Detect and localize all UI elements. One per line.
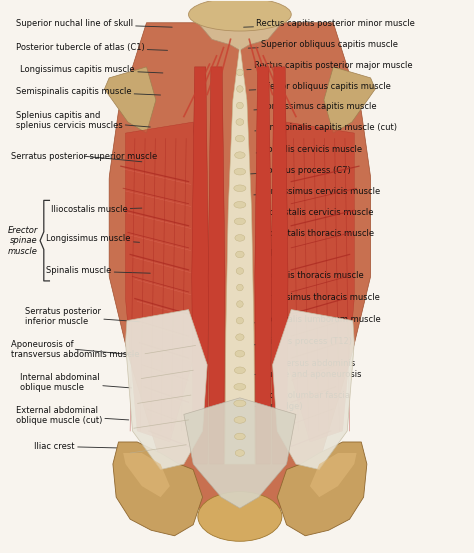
Text: Iliac crest: Iliac crest xyxy=(35,442,146,451)
Text: Thoracolumbar fascia
(cut edge): Thoracolumbar fascia (cut edge) xyxy=(253,392,350,411)
Polygon shape xyxy=(310,453,356,497)
Ellipse shape xyxy=(234,400,246,406)
Text: Longissimus capitis muscle: Longissimus capitis muscle xyxy=(254,102,377,111)
Ellipse shape xyxy=(234,168,246,175)
Text: Hook: Hook xyxy=(262,249,287,258)
Text: Posterior tubercle of atlas (C1): Posterior tubercle of atlas (C1) xyxy=(16,43,167,51)
Ellipse shape xyxy=(237,284,243,291)
Text: Iliocostalis lumborum muscle: Iliocostalis lumborum muscle xyxy=(255,315,380,324)
Text: Serratus posterior superior muscle: Serratus posterior superior muscle xyxy=(11,152,157,162)
Text: Spinous process (C7): Spinous process (C7) xyxy=(250,166,351,175)
Ellipse shape xyxy=(235,450,245,456)
Text: Longissimus cervicis muscle: Longissimus cervicis muscle xyxy=(254,187,380,196)
Ellipse shape xyxy=(236,268,244,274)
Text: Aponeurosis of
transversus abdominis muscle: Aponeurosis of transversus abdominis mus… xyxy=(11,340,140,359)
Text: Rectus capitis posterior minor muscle: Rectus capitis posterior minor muscle xyxy=(244,19,415,28)
Text: Superior nuchal line of skull: Superior nuchal line of skull xyxy=(16,19,172,28)
Ellipse shape xyxy=(236,119,244,126)
Text: Splenius capitis and
splenius cervicis muscles: Splenius capitis and splenius cervicis m… xyxy=(16,111,150,130)
Text: Iliocostalis cervicis muscle: Iliocostalis cervicis muscle xyxy=(257,208,374,217)
Text: Superior obliquus capitis muscle: Superior obliquus capitis muscle xyxy=(248,40,398,49)
Text: Rectus capitis posterior major muscle: Rectus capitis posterior major muscle xyxy=(247,61,412,70)
Ellipse shape xyxy=(236,251,244,258)
Text: Internal abdominal
oblique muscle: Internal abdominal oblique muscle xyxy=(20,373,132,392)
Polygon shape xyxy=(271,67,288,464)
Polygon shape xyxy=(109,23,371,508)
Ellipse shape xyxy=(189,0,291,31)
Polygon shape xyxy=(123,453,170,497)
Text: Longissimus muscle: Longissimus muscle xyxy=(46,234,139,243)
Text: Spinalis muscle: Spinalis muscle xyxy=(46,267,150,275)
Ellipse shape xyxy=(235,152,245,159)
Ellipse shape xyxy=(235,351,245,357)
Text: Spinous process (T12): Spinous process (T12) xyxy=(252,337,353,346)
Polygon shape xyxy=(193,17,287,50)
Ellipse shape xyxy=(237,301,243,307)
Ellipse shape xyxy=(234,218,246,225)
Text: Spinalis cervicis muscle: Spinalis cervicis muscle xyxy=(256,145,363,154)
Ellipse shape xyxy=(235,433,245,440)
Ellipse shape xyxy=(234,416,246,423)
Polygon shape xyxy=(104,67,156,133)
Text: External abdominal
oblique muscle (cut): External abdominal oblique muscle (cut) xyxy=(16,406,129,425)
Text: Inferior obliquus capitis muscle: Inferior obliquus capitis muscle xyxy=(249,82,391,91)
Ellipse shape xyxy=(237,69,243,76)
Text: Transversus abdominis
muscle and aponeurosis: Transversus abdominis muscle and aponeur… xyxy=(253,359,361,379)
Polygon shape xyxy=(277,122,354,442)
Ellipse shape xyxy=(234,185,246,191)
Ellipse shape xyxy=(236,334,244,341)
Polygon shape xyxy=(273,310,354,469)
Text: Erector
spinae
muscle: Erector spinae muscle xyxy=(8,226,38,255)
Ellipse shape xyxy=(235,135,245,142)
Ellipse shape xyxy=(198,492,282,541)
Polygon shape xyxy=(192,67,209,464)
Ellipse shape xyxy=(234,367,246,374)
Text: Serratus posterior
inferior muscle: Serratus posterior inferior muscle xyxy=(25,306,139,326)
Polygon shape xyxy=(126,122,202,442)
Ellipse shape xyxy=(237,86,243,92)
Polygon shape xyxy=(255,67,272,464)
Text: Semispinalis capitis muscle: Semispinalis capitis muscle xyxy=(16,87,161,96)
Polygon shape xyxy=(126,310,207,469)
Polygon shape xyxy=(113,442,202,536)
Text: Iliocostalis muscle: Iliocostalis muscle xyxy=(51,205,142,214)
Polygon shape xyxy=(184,398,296,508)
Polygon shape xyxy=(225,45,255,464)
Text: Longissimus thoracis muscle: Longissimus thoracis muscle xyxy=(256,293,380,302)
Text: Longissimus capitis muscle: Longissimus capitis muscle xyxy=(20,65,163,74)
Polygon shape xyxy=(208,67,225,464)
Ellipse shape xyxy=(235,234,245,241)
Polygon shape xyxy=(324,67,375,133)
Ellipse shape xyxy=(234,384,246,390)
Ellipse shape xyxy=(237,102,243,109)
Text: Semispinalis capitis muscle (cut): Semispinalis capitis muscle (cut) xyxy=(255,123,397,132)
Ellipse shape xyxy=(236,317,244,324)
Polygon shape xyxy=(277,442,367,536)
Text: Iliocostalis thoracis muscle: Iliocostalis thoracis muscle xyxy=(256,229,374,238)
Ellipse shape xyxy=(234,201,246,208)
Text: Spinalis thoracis muscle: Spinalis thoracis muscle xyxy=(257,271,364,280)
